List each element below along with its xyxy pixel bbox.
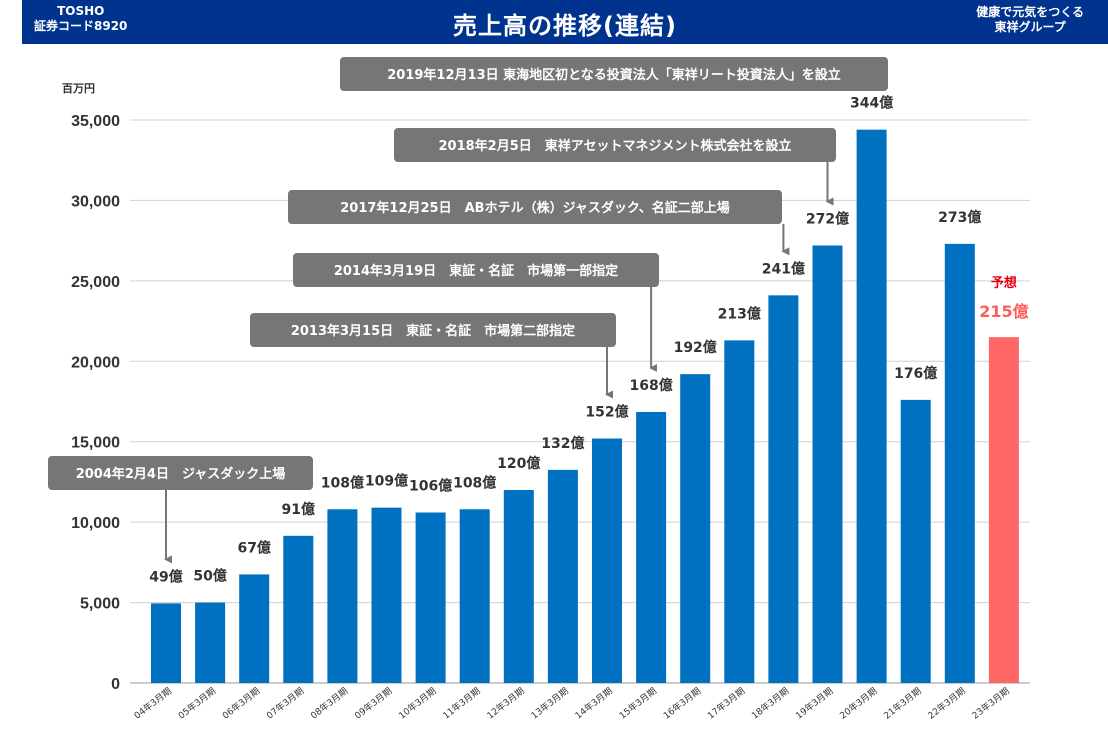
x-tick-label: 11年3月期 — [440, 685, 482, 722]
event-callout-text: 2004年2月4日 ジャスダック上場 — [76, 466, 286, 482]
data-label: 132億 — [541, 435, 584, 452]
company-ticker: TOSHO — [57, 4, 105, 18]
bar — [636, 411, 667, 683]
event-callout-box — [48, 456, 313, 490]
x-tick-label: 08年3月期 — [308, 685, 350, 722]
annotations-layer: 2004年2月4日 ジャスダック上場 2013年3月15日 東証・名証 市場第二部… — [48, 57, 888, 564]
y-tick-label: 30,000 — [71, 193, 120, 210]
data-label: 213億 — [718, 305, 761, 322]
y-tick-label: 15,000 — [71, 435, 120, 452]
x-tick-label: 22年3月期 — [925, 685, 967, 722]
data-label: 108億 — [453, 474, 496, 491]
event-callout-text: 2017年12月25日 ABホテル（株）ジャスダック、名証二部上場 — [340, 200, 730, 216]
bar — [283, 535, 314, 683]
forecast-value-label: 215億 — [979, 302, 1028, 321]
y-tick-label: 10,000 — [71, 515, 120, 532]
data-label: 241億 — [762, 260, 805, 277]
forecast-tag: 予想 — [991, 275, 1017, 291]
data-label: 108億 — [321, 474, 364, 491]
bar — [503, 489, 534, 683]
bar — [856, 129, 887, 683]
x-tick-label: 12年3月期 — [484, 685, 526, 722]
bar — [371, 507, 402, 683]
bar — [415, 512, 446, 683]
x-tick-label: 16年3月期 — [661, 685, 703, 722]
bar — [768, 295, 799, 683]
data-label: 50億 — [193, 568, 226, 585]
y-tick-label: 5,000 — [80, 596, 120, 613]
bar — [944, 243, 975, 684]
forecast-bar — [988, 337, 1019, 683]
slogan-block: 健康で元気をつくる 東祥グループ — [976, 5, 1084, 35]
securities-code: 証券コード8920 — [34, 19, 128, 33]
x-tick-label: 19年3月期 — [793, 685, 835, 722]
bar — [900, 399, 931, 683]
data-label: 344億 — [850, 95, 893, 112]
event-callout-text: 2018年2月5日 東祥アセットマネジメント株式会社を設立 — [438, 138, 791, 154]
bar — [151, 603, 181, 683]
x-tick-label: 23年3月期 — [970, 685, 1012, 722]
bar — [459, 509, 490, 683]
y-tick-label: 25,000 — [71, 274, 120, 291]
y-tick-label: 20,000 — [71, 354, 120, 371]
data-label: 49億 — [149, 568, 182, 585]
slogan-line-2: 東祥グループ — [994, 20, 1066, 34]
event-callout-box — [340, 57, 888, 91]
x-tick-label: 05年3月期 — [176, 685, 218, 722]
header-bar: TOSHO 証券コード8920 売上高の推移(連結) 健康で元気をつくる 東祥グ… — [22, 0, 1108, 44]
x-tick-label: 17年3月期 — [705, 685, 747, 722]
data-label: 91億 — [282, 501, 315, 518]
y-unit-label: 百万円 — [62, 82, 95, 95]
x-tick-label: 04年3月期 — [132, 685, 174, 722]
data-label: 272億 — [806, 210, 849, 227]
x-tick-label: 15年3月期 — [617, 685, 659, 722]
x-tick-label: 09年3月期 — [352, 685, 394, 722]
event-callout-box — [250, 313, 616, 347]
x-tick-label: 14年3月期 — [573, 685, 615, 722]
ticker-block: TOSHO 証券コード8920 — [34, 4, 127, 34]
y-tick-label: 35,000 — [71, 113, 120, 130]
y-tick-label: 0 — [111, 676, 120, 693]
event-callout-text: 2013年3月15日 東証・名証 市場第二部指定 — [291, 323, 575, 339]
event-callout-box — [293, 253, 659, 287]
data-label: 120億 — [497, 455, 540, 472]
event-callout-text: 2014年3月19日 東証・名証 市場第一部指定 — [334, 263, 618, 279]
bar — [812, 245, 843, 683]
bar — [239, 574, 270, 683]
slogan-line-1: 健康で元気をつくる — [976, 5, 1084, 19]
event-callout-text: 2019年12月13日 東海地区初となる投資法人「東祥リート投資法人」を設立 — [387, 67, 841, 83]
data-label: 152億 — [585, 403, 628, 420]
x-tick-label: 13年3月期 — [529, 685, 571, 722]
x-tick-label: 20年3月期 — [837, 685, 879, 722]
x-tick-label: 07年3月期 — [264, 685, 306, 722]
bar — [547, 469, 578, 683]
bar — [680, 374, 711, 683]
data-label: 67億 — [237, 539, 270, 556]
bar — [724, 340, 755, 683]
data-label: 109億 — [365, 473, 408, 490]
page-title: 売上高の推移(連結) — [453, 12, 677, 40]
x-tick-label: 10年3月期 — [396, 685, 438, 722]
data-label: 192億 — [674, 339, 717, 356]
x-tick-label: 21年3月期 — [881, 685, 923, 722]
bars-layer — [151, 129, 1019, 684]
bar — [592, 438, 622, 683]
data-label: 106億 — [409, 477, 452, 494]
data-label: 168億 — [629, 377, 672, 394]
bar — [195, 602, 226, 683]
data-label: 176億 — [894, 365, 937, 382]
bar — [327, 509, 358, 683]
x-tick-label: 18年3月期 — [749, 685, 791, 722]
event-callout-box — [288, 190, 782, 224]
data-label: 273億 — [938, 209, 981, 226]
x-tick-label: 06年3月期 — [220, 685, 262, 722]
event-callout-box — [394, 128, 836, 162]
